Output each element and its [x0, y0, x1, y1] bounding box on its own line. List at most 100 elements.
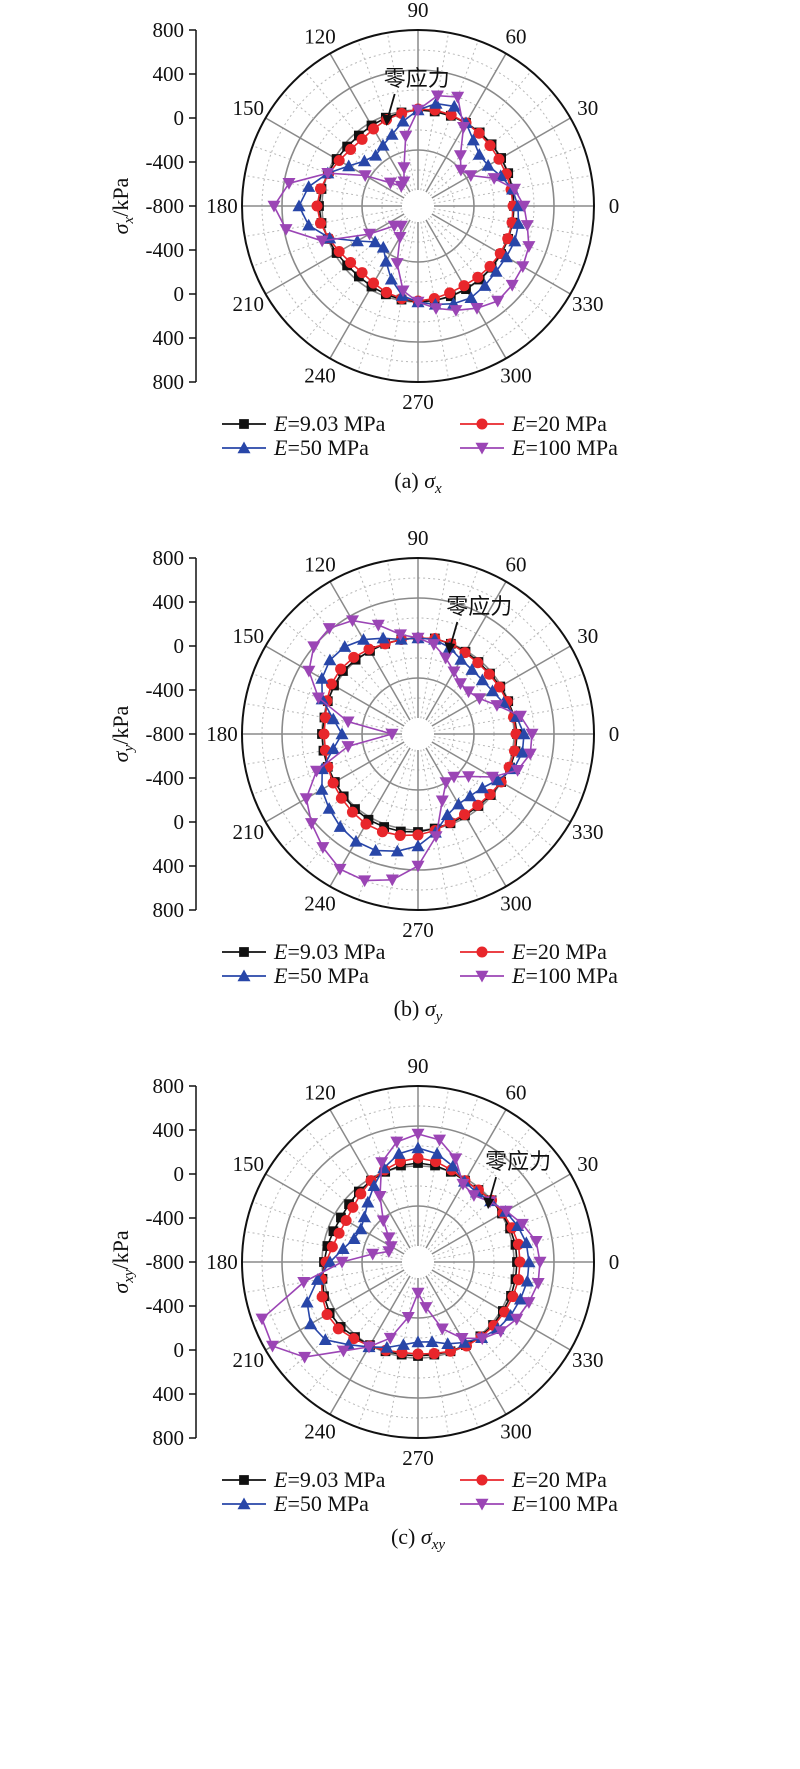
- angle-tick-label: 180: [206, 1250, 238, 1274]
- legend-entry-label: E=20 MPa: [511, 1467, 607, 1492]
- data-point: [357, 1210, 371, 1223]
- angle-tick-label: 240: [304, 1420, 336, 1444]
- data-point: [383, 1332, 397, 1345]
- data-point: [298, 1351, 312, 1364]
- data-point: [315, 235, 329, 248]
- data-point: [322, 623, 336, 635]
- data-point: [349, 834, 363, 847]
- data-point: [514, 1256, 526, 1268]
- data-point: [335, 663, 347, 675]
- data-point: [447, 99, 461, 112]
- data-point: [341, 741, 355, 753]
- data-point: [472, 799, 484, 811]
- data-point: [327, 777, 339, 789]
- data-point: [393, 231, 407, 244]
- angle-tick-label: 60: [506, 552, 527, 576]
- legend-entry-label: E=9.03 MPa: [273, 1467, 386, 1492]
- data-point: [397, 162, 411, 174]
- grid-spoke: [265, 1173, 405, 1255]
- grid-spoke: [265, 1269, 405, 1351]
- legend-entry-label: E=20 MPa: [511, 939, 607, 964]
- data-point: [517, 200, 531, 213]
- legend-entry-label: E=9.03 MPa: [273, 411, 386, 436]
- data-point: [412, 1152, 424, 1164]
- data-point: [390, 844, 404, 857]
- data-point: [333, 1227, 345, 1239]
- data-point: [356, 267, 368, 279]
- data-point: [453, 150, 467, 162]
- data-point: [446, 1159, 460, 1172]
- data-point: [366, 1248, 380, 1261]
- data-point: [376, 631, 390, 644]
- angle-tick-label: 0: [609, 1250, 620, 1274]
- data-point: [392, 1147, 406, 1159]
- data-point: [319, 712, 331, 724]
- angle-tick-label: 150: [233, 624, 265, 648]
- data-point: [444, 287, 456, 299]
- data-point: [463, 789, 477, 802]
- data-point: [292, 199, 306, 212]
- data-point: [449, 305, 463, 317]
- data-point: [491, 295, 505, 308]
- legend: E=9.03 MPa E=20 MPa E=50 MPa E=100 MPa: [222, 411, 618, 460]
- data-point: [380, 1341, 394, 1353]
- angle-tick-label: 240: [304, 892, 336, 916]
- data-point: [326, 742, 340, 755]
- data-point: [375, 1157, 389, 1169]
- data-point: [357, 154, 371, 167]
- angle-tick-label: 300: [500, 1420, 532, 1444]
- panel-caption: (c) σxy: [391, 1524, 445, 1553]
- radial-tick-label: 0: [174, 1338, 185, 1362]
- polar-outer-ring: [241, 29, 595, 383]
- radial-tick-label: 400: [153, 854, 185, 878]
- annotation-label: 零应力: [384, 67, 450, 92]
- data-point: [484, 140, 496, 152]
- annotation-label: 零应力: [485, 1150, 551, 1175]
- data-point: [363, 643, 375, 655]
- annotation-arrowhead: [381, 113, 393, 126]
- data-point: [511, 765, 525, 777]
- data-point: [512, 1274, 524, 1286]
- data-point: [314, 217, 327, 229]
- data-point: [302, 665, 316, 678]
- angle-tick-label: 30: [577, 96, 598, 120]
- data-point: [314, 183, 327, 195]
- legend-marker: [476, 1474, 488, 1486]
- data-point: [478, 279, 492, 291]
- data-point: [333, 820, 347, 832]
- radial-tick-label: 0: [174, 810, 185, 834]
- data-point: [522, 241, 536, 253]
- data-point: [396, 1338, 410, 1350]
- data-point: [533, 1256, 547, 1269]
- radial-tick-label: 800: [153, 1426, 185, 1450]
- grid-spoke: [429, 92, 554, 197]
- data-point: [338, 640, 352, 652]
- data-point: [507, 1291, 519, 1303]
- grid-spoke: [357, 220, 413, 372]
- data-point: [382, 1232, 396, 1245]
- legend-entry-label: E=9.03 MPa: [273, 939, 386, 964]
- data-point: [465, 663, 479, 675]
- data-point: [411, 632, 425, 645]
- radial-tick-label: -800: [146, 1250, 185, 1274]
- data-point: [490, 700, 504, 712]
- radial-tick-label: 0: [174, 1162, 185, 1186]
- polar-outer-ring: [241, 1085, 595, 1439]
- data-point: [499, 250, 513, 263]
- legend-marker: [475, 970, 489, 983]
- angle-tick-label: 180: [206, 722, 238, 746]
- data-point: [394, 829, 406, 841]
- data-point: [376, 240, 390, 253]
- data-point: [458, 1336, 471, 1348]
- data-point: [376, 826, 388, 838]
- grid-spoke: [386, 1088, 416, 1247]
- data-point: [517, 727, 531, 740]
- data-point: [429, 97, 443, 109]
- series-4: [267, 90, 536, 317]
- data-point: [412, 829, 424, 841]
- data-point: [502, 233, 514, 245]
- legend-marker: [239, 419, 249, 429]
- data-point: [346, 806, 358, 818]
- legend: E=9.03 MPa E=20 MPa E=50 MPa E=100 MPa: [222, 939, 618, 988]
- data-point: [390, 1136, 404, 1149]
